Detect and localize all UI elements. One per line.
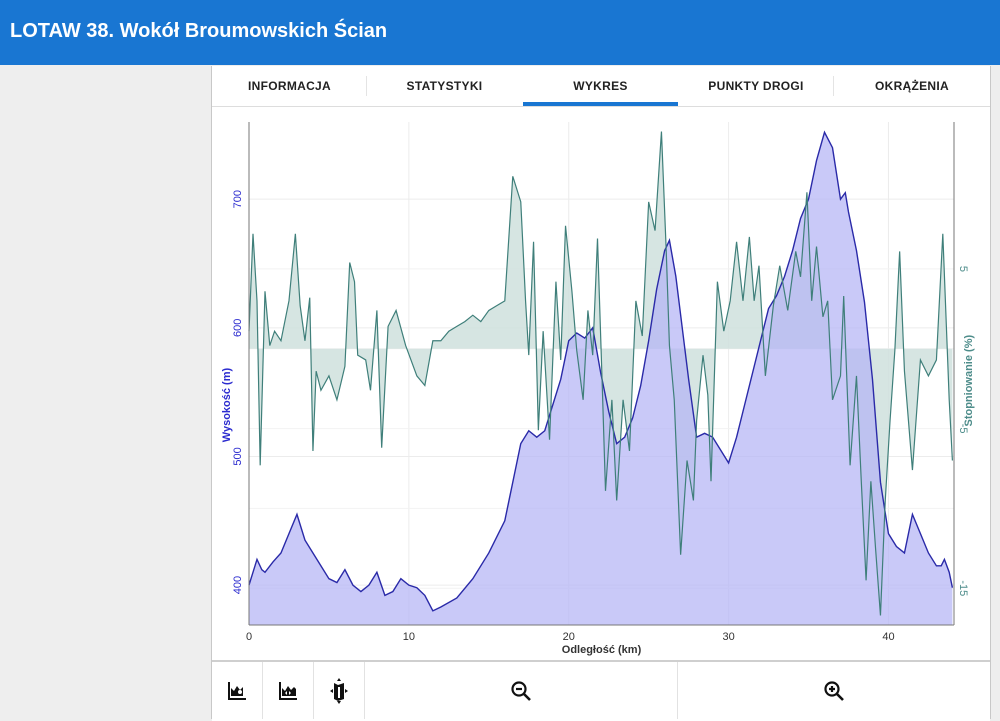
- elevation-line: [248, 130, 954, 612]
- tab-label: WYKRES: [573, 79, 628, 93]
- y-axis-title: Wysokość (m): [221, 367, 233, 442]
- zoom-in-icon: [824, 680, 844, 701]
- map-icon: [330, 677, 348, 704]
- x-tick-label: 40: [882, 631, 894, 643]
- tab-bar: INFORMACJA STATYSTYKI WYKRES PUNKTY DROG…: [212, 66, 990, 107]
- chart-svg: 0 10 20 30 40 400 500 600 700 5 -5 -15 Odległość (km…: [221, 122, 975, 656]
- page-title: LOTAW 38. Wokół Broumowskich Ścian: [10, 20, 388, 42]
- zoom-in-button[interactable]: [678, 662, 990, 719]
- tab-okrazenia[interactable]: OKRĄŻENIA: [834, 66, 990, 106]
- x-tick-label: 0: [246, 631, 252, 643]
- content-card: INFORMACJA STATYSTYKI WYKRES PUNKTY DROG…: [211, 66, 991, 721]
- tab-label: INFORMACJA: [248, 79, 331, 93]
- y2-tick-label: -15: [957, 580, 969, 596]
- y2-tick-label: -5: [957, 424, 969, 434]
- tab-label: OKRĄŻENIA: [874, 79, 950, 93]
- y2-tick-label: 5: [957, 266, 969, 272]
- tab-punkty-drogi[interactable]: PUNKTY DROGI: [678, 66, 834, 106]
- tab-wykres[interactable]: WYKRES: [523, 66, 678, 106]
- y-tick-label: 600: [232, 319, 244, 337]
- tab-informacja[interactable]: INFORMACJA: [212, 66, 367, 106]
- elevation-range-button[interactable]: [263, 662, 314, 719]
- zoom-out-button[interactable]: [365, 662, 678, 719]
- x-tick-label: 30: [722, 631, 734, 643]
- chart-toolbar: [212, 660, 990, 721]
- y-tick-label: 400: [232, 576, 244, 594]
- x-tick-label: 10: [403, 631, 415, 643]
- y-tick-label: 700: [232, 190, 244, 208]
- x-axis-title: Odległość (km): [562, 644, 642, 656]
- elevation-options-icon: [228, 681, 246, 700]
- zoom-out-icon: [511, 680, 531, 701]
- tab-statystyki[interactable]: STATYSTYKI: [367, 66, 522, 106]
- elevation-area: [249, 132, 953, 625]
- map-view-button[interactable]: [314, 662, 365, 719]
- elevation-options-button[interactable]: [212, 662, 263, 719]
- app-bar: LOTAW 38. Wokół Broumowskich Ścian: [0, 0, 1000, 65]
- y2-axis-title: Stopniowanie (%): [963, 335, 975, 427]
- x-tick-label: 20: [563, 631, 575, 643]
- elevation-chart[interactable]: 0 10 20 30 40 400 500 600 700 5 -5 -15 Odległość (km…: [212, 106, 990, 660]
- y-tick-label: 500: [232, 447, 244, 465]
- tab-label: STATYSTYKI: [406, 79, 483, 93]
- gradient-line: [248, 131, 954, 616]
- tab-label: PUNKTY DROGI: [708, 79, 804, 93]
- elevation-range-icon: [279, 681, 297, 700]
